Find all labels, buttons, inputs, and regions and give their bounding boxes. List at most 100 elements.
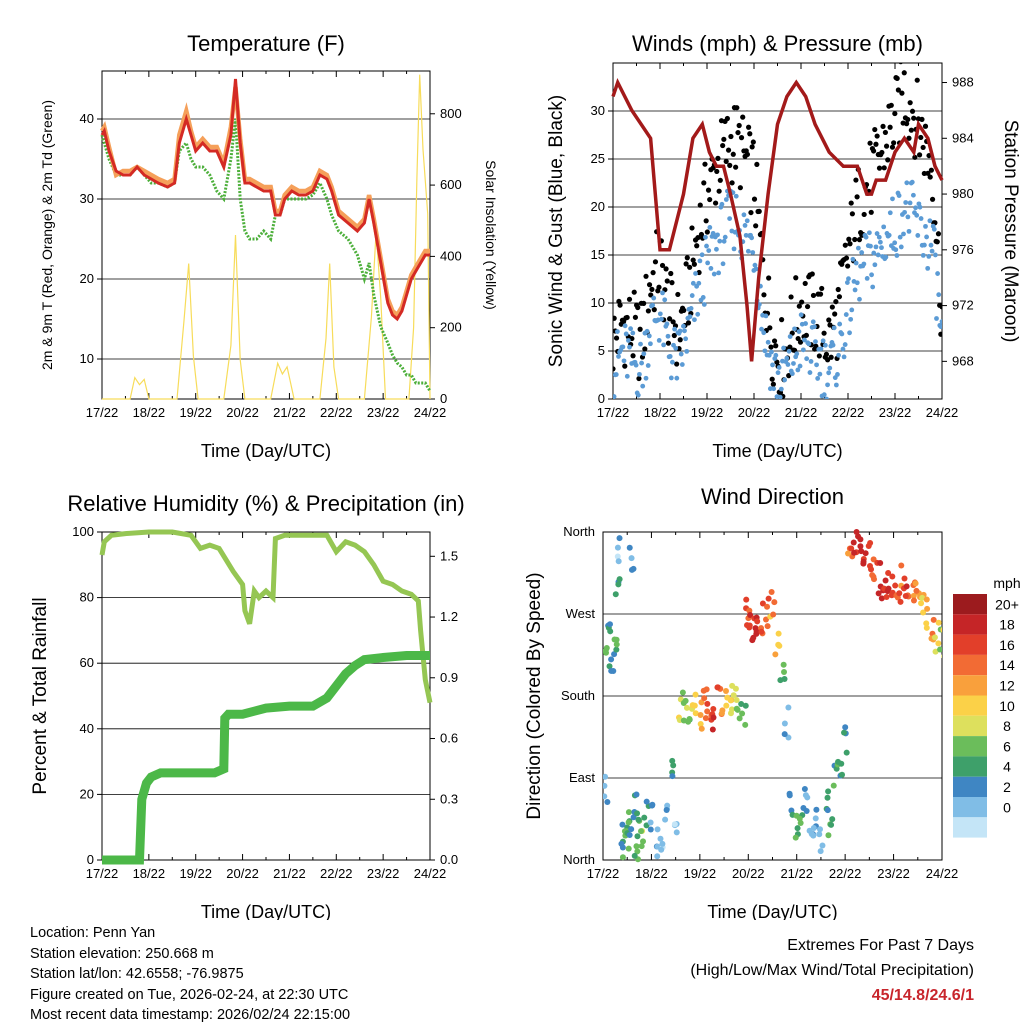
direction-point — [824, 807, 831, 814]
direction-point — [669, 757, 676, 764]
direction-point — [898, 562, 905, 569]
direction-point — [813, 806, 820, 813]
direction-point — [710, 714, 717, 721]
wind-point — [854, 280, 860, 286]
wind-point — [806, 341, 812, 347]
wind-point — [859, 250, 865, 255]
direction-point — [658, 846, 665, 853]
direction-point — [885, 570, 892, 577]
direction-point — [777, 677, 784, 684]
direction-point — [794, 825, 801, 832]
direction-points-group — [603, 529, 942, 863]
gust-point — [821, 330, 827, 336]
gust-point — [748, 209, 754, 216]
wind-point — [786, 348, 792, 354]
wind-point — [936, 292, 942, 298]
winds-x-tick-label: 23/22 — [879, 405, 912, 420]
direction-point — [912, 580, 919, 587]
wind-point — [869, 272, 874, 278]
wind-point — [692, 317, 697, 323]
wind-point — [929, 248, 935, 254]
direction-point — [901, 575, 908, 582]
direction-point — [857, 543, 864, 550]
colorbar-swatch — [953, 817, 987, 838]
direction-point — [619, 821, 626, 828]
wind-point — [839, 331, 845, 337]
wind-point — [901, 231, 906, 237]
wind-point — [771, 386, 777, 392]
direction-point — [709, 726, 716, 733]
gust-point — [624, 314, 630, 321]
gust-point — [803, 332, 809, 338]
wind-point — [682, 328, 687, 334]
winds-y2-tick-label: 980 — [952, 186, 974, 201]
gust-point — [649, 286, 655, 292]
rh_precip-ylabel: Percent & Total Rainfall — [30, 597, 51, 794]
wind-point — [897, 234, 903, 240]
gust-point — [872, 126, 878, 133]
direction-point — [630, 814, 637, 821]
gust-point — [843, 255, 850, 261]
wind-point — [762, 348, 768, 354]
elevation-text: Station elevation: 250.668 m — [30, 945, 214, 962]
direction-point — [697, 720, 704, 727]
wind-point — [777, 394, 783, 399]
direction-point — [603, 782, 608, 789]
wind-point — [787, 334, 793, 339]
direction-point — [615, 581, 622, 588]
gust-point — [665, 340, 672, 346]
rh_precip-y-tick-label: 100 — [72, 524, 94, 539]
gust-point — [906, 135, 912, 141]
wind_direction-x-tick-label: 18/22 — [635, 866, 668, 881]
gust-point — [720, 142, 726, 149]
direction-point — [802, 792, 809, 799]
wind-point — [660, 290, 665, 296]
direction-point — [633, 791, 640, 798]
gust-point — [816, 353, 822, 359]
direction-point — [742, 702, 749, 709]
gust-point — [702, 161, 708, 167]
wind-point — [662, 297, 668, 303]
gust-point — [799, 299, 805, 305]
wind-point — [830, 342, 836, 348]
gust-point — [746, 124, 752, 130]
direction-point — [851, 549, 858, 556]
temperature-title: Temperature (F) — [187, 31, 345, 56]
gust-point — [646, 282, 653, 288]
direction-point — [647, 826, 654, 833]
colorbar-swatch — [953, 695, 987, 716]
temperature-y2-tick-label: 400 — [440, 248, 462, 263]
direction-point — [764, 603, 771, 610]
gust-point — [736, 122, 742, 129]
direction-point — [638, 828, 645, 835]
direction-point — [604, 798, 611, 805]
direction-point — [625, 819, 632, 826]
wind-point — [807, 370, 813, 375]
wind_direction-y-tick-label: West — [566, 606, 596, 621]
gust-point — [645, 308, 651, 314]
wind-point — [800, 347, 806, 353]
wind-point — [852, 287, 858, 293]
wind-point — [749, 235, 755, 241]
direction-point — [758, 628, 765, 635]
wind-point — [939, 319, 942, 324]
wind-point — [921, 242, 927, 248]
wind-point — [693, 271, 698, 276]
direction-point — [841, 729, 848, 736]
gust-point — [833, 299, 839, 305]
gust-point — [823, 351, 830, 357]
wind-point — [624, 373, 630, 379]
wind-point — [835, 372, 840, 377]
direction-point — [619, 854, 626, 861]
direction-point — [614, 544, 621, 551]
rh_precip-title: Relative Humidity (%) & Precipitation (i… — [67, 491, 464, 516]
gust-point — [911, 115, 917, 121]
gust-point — [918, 134, 924, 141]
gust-point — [768, 344, 774, 350]
direction-point — [657, 835, 664, 842]
gust-point — [928, 167, 934, 173]
gust-point — [899, 90, 905, 96]
direction-point — [704, 700, 711, 707]
wind-point — [794, 351, 800, 357]
wind-point — [934, 316, 939, 321]
